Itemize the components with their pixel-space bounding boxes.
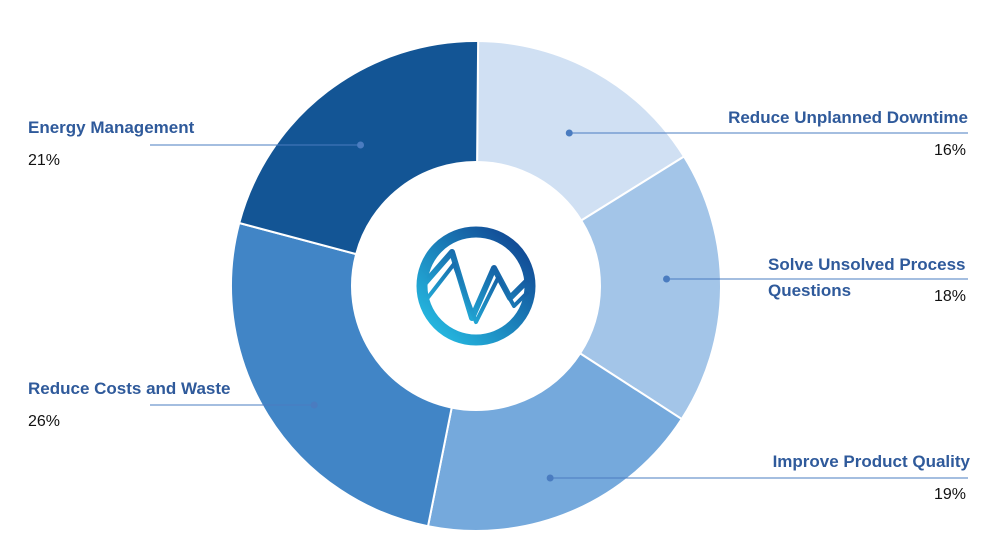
leader-dot-improve-product-quality [546, 474, 554, 482]
logo-ring [416, 226, 536, 346]
value-solve-unsolved-process-questions: 18% [933, 288, 966, 305]
label-reduce-unplanned-downtime: Reduce Unplanned Downtime [728, 108, 968, 127]
slice-improve-product-quality [426, 351, 684, 532]
leader-dot-reduce-unplanned-downtime [565, 129, 573, 137]
leader-dot-reduce-costs-and-waste [310, 401, 318, 409]
slice-reduce-unplanned-downtime [476, 40, 686, 222]
value-energy-management: 21% [28, 152, 61, 169]
wave-mountain-logo [416, 226, 536, 346]
leader-dot-energy-management [357, 141, 365, 149]
logo-wave-inner [424, 262, 530, 324]
slice-reduce-costs-and-waste [230, 221, 453, 528]
value-reduce-costs-and-waste: 26% [28, 413, 61, 430]
donut-slices [230, 40, 722, 532]
logo-wave-outer [421, 249, 531, 321]
value-reduce-unplanned-downtime: 16% [933, 142, 966, 159]
label-reduce-costs-and-waste: Reduce Costs and Waste [28, 379, 231, 398]
leader-dot-solve-unsolved-process-questions [663, 275, 671, 283]
label-improve-product-quality: Improve Product Quality [772, 452, 970, 471]
value-improve-product-quality: 19% [933, 486, 966, 503]
slice-solve-unsolved-process-questions [578, 155, 722, 421]
leader-lines [150, 129, 968, 482]
label-solve-unsolved-process-questions: Solve Unsolved Process Questions [768, 255, 966, 300]
label-energy-management: Energy Management [28, 118, 195, 137]
